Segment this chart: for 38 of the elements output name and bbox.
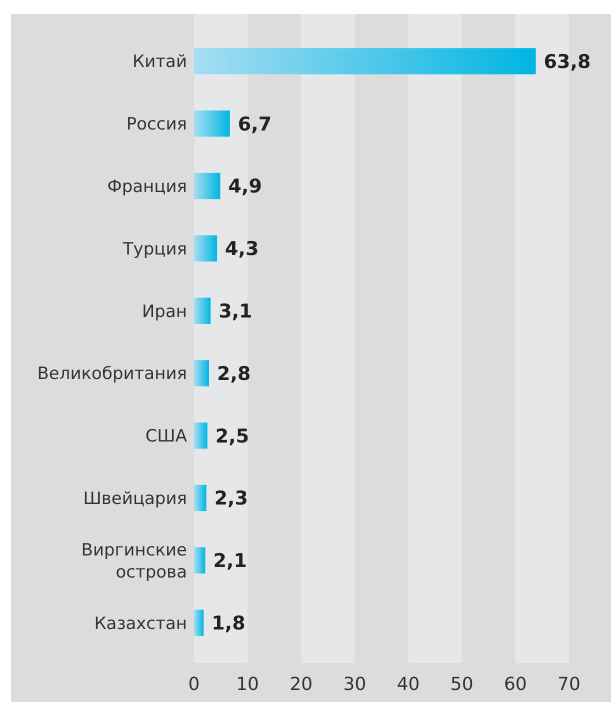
bar	[194, 235, 218, 262]
y-tick-label: Россия	[126, 114, 187, 135]
bar	[194, 298, 211, 324]
data-label: 2,8	[217, 362, 251, 385]
y-tick-label: Франция	[107, 176, 187, 197]
x-tick-label: 0	[188, 674, 200, 695]
data-label: 2,1	[213, 550, 247, 572]
y-tick-label: Швейцария	[83, 488, 187, 509]
bar	[194, 484, 206, 512]
x-tick-label: 70	[558, 674, 580, 695]
data-label: 2,3	[214, 488, 248, 510]
data-label: 4,3	[225, 238, 259, 260]
data-label: 2,5	[215, 425, 250, 448]
bar	[194, 422, 208, 449]
y-tick-label: США	[145, 426, 188, 447]
data-label: 4,9	[228, 176, 262, 198]
y-tick-label: Казахстан	[94, 614, 187, 634]
bar	[194, 360, 209, 386]
data-label: 63,8	[544, 50, 591, 73]
y-tick-label: Великобритания	[37, 364, 187, 384]
x-tick-label: 20	[290, 674, 313, 695]
data-label: 1,8	[212, 612, 246, 634]
x-tick-label: 10	[236, 674, 260, 695]
bar	[194, 172, 220, 200]
x-tick-label: 50	[450, 674, 474, 695]
y-tick-label: Турция	[122, 239, 187, 260]
x-tick-label: 60	[504, 674, 527, 695]
y-tick-label: Иран	[142, 302, 187, 322]
y-tick-label: Виргинские острова	[81, 540, 187, 582]
data-label: 6,7	[238, 113, 272, 136]
data-label: 3,1	[218, 300, 252, 322]
x-tick-label: 30	[343, 674, 366, 695]
bar	[194, 610, 204, 636]
bar	[194, 48, 536, 74]
bar	[194, 110, 230, 137]
bar	[194, 547, 206, 574]
x-tick-label: 40	[396, 674, 420, 695]
y-tick-label: Китай	[132, 52, 187, 72]
